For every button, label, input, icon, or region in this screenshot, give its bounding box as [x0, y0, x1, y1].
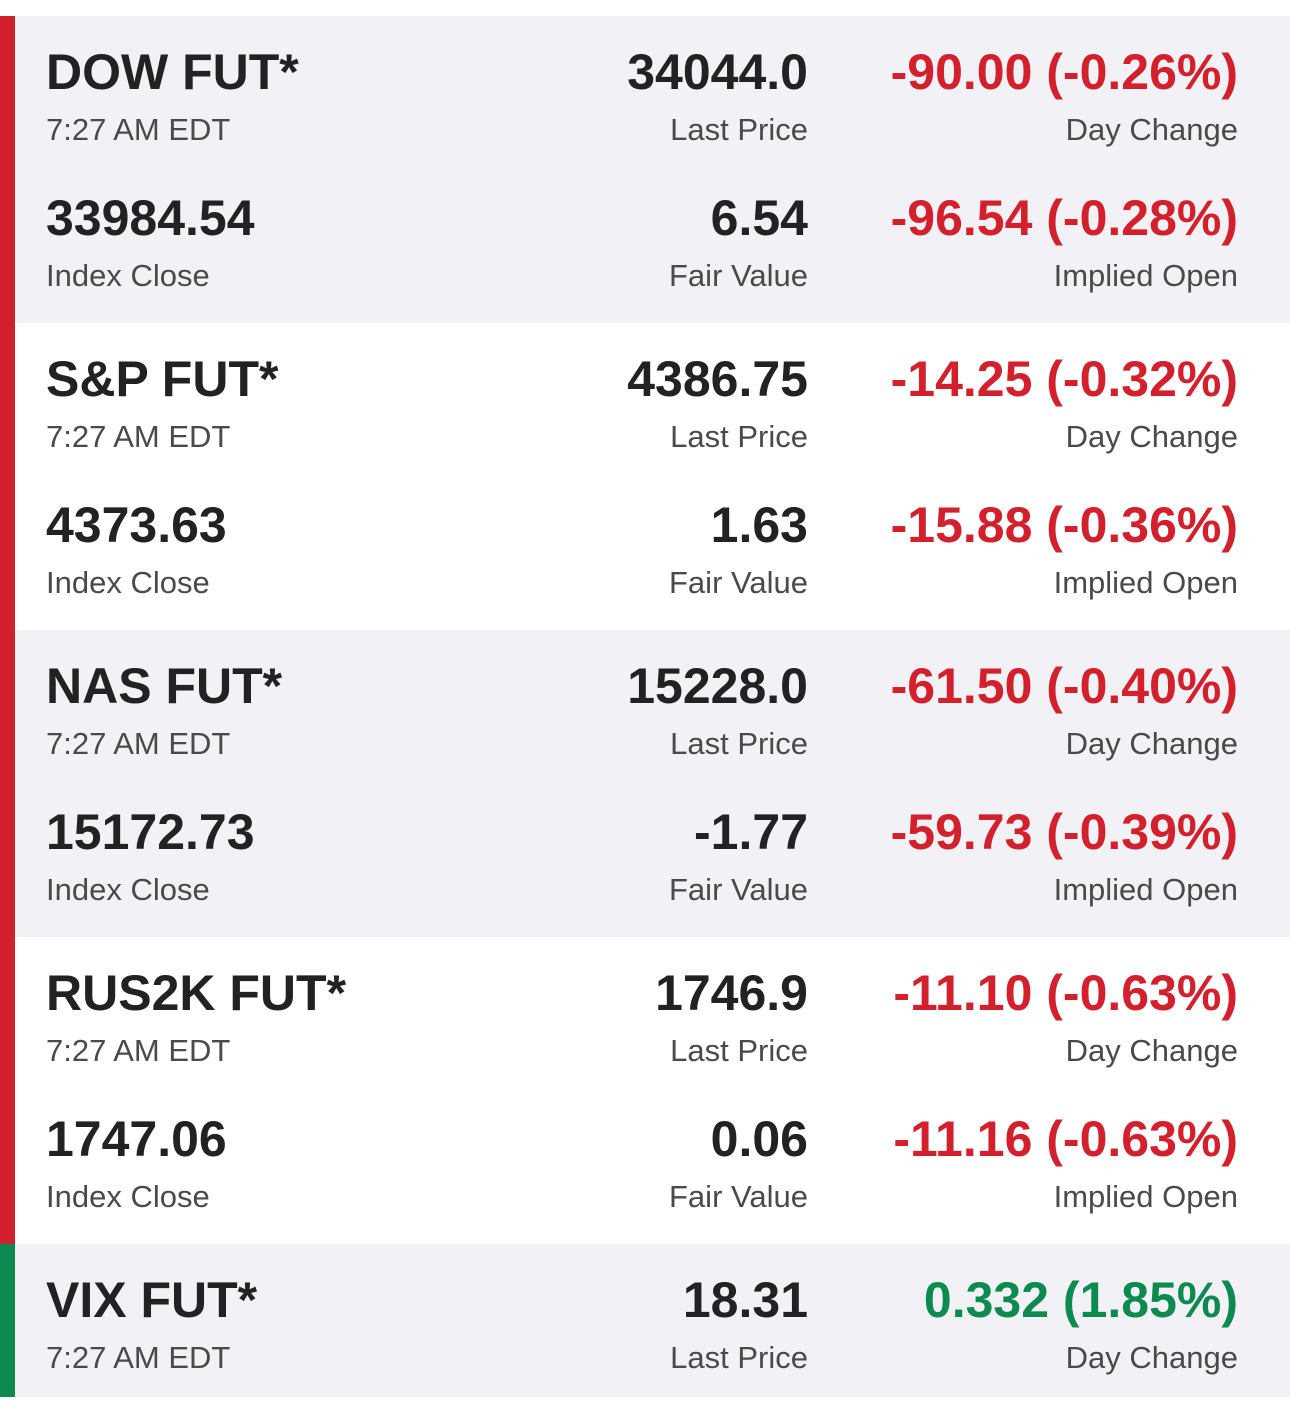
fair-value-value: 6.54	[710, 190, 808, 246]
index-close-label: Index Close	[46, 258, 210, 293]
index-close-label: Index Close	[46, 1179, 210, 1214]
trend-indicator-bar	[0, 630, 15, 937]
last-price-value: 1746.9	[655, 965, 808, 1021]
futures-list: DOW FUT* 7:27 AM EDT 34044.0 Last Price …	[0, 16, 1290, 1397]
implied-open-label: Implied Open	[1053, 565, 1238, 600]
futures-name: NAS FUT*	[46, 658, 283, 714]
index-close-value: 4373.63	[46, 497, 227, 553]
futures-name: S&P FUT*	[46, 351, 279, 407]
index-close-label: Index Close	[46, 565, 210, 600]
quote-line-primary: RUS2K FUT* 7:27 AM EDT 1746.9 Last Price…	[46, 937, 1238, 1083]
quote-line-primary: NAS FUT* 7:27 AM EDT 15228.0 Last Price …	[46, 630, 1238, 776]
index-close-label: Index Close	[46, 872, 210, 907]
futures-card-dow[interactable]: DOW FUT* 7:27 AM EDT 34044.0 Last Price …	[0, 16, 1290, 323]
day-change-label: Day Change	[1065, 1033, 1238, 1068]
last-price-label: Last Price	[670, 1033, 808, 1068]
day-change-value: -14.25 (-0.32%)	[890, 351, 1238, 407]
implied-open-value: -11.16 (-0.63%)	[893, 1111, 1238, 1167]
quote-time: 7:27 AM EDT	[46, 726, 231, 761]
quote-time: 7:27 AM EDT	[46, 419, 231, 454]
implied-open-value: -15.88 (-0.36%)	[890, 497, 1238, 553]
fair-value-value: 1.63	[710, 497, 808, 553]
fair-value-label: Fair Value	[669, 872, 808, 907]
quote-time: 7:27 AM EDT	[46, 1033, 231, 1068]
futures-name: RUS2K FUT*	[46, 965, 347, 1021]
quote-time: 7:27 AM EDT	[46, 1340, 231, 1375]
day-change-label: Day Change	[1065, 726, 1238, 761]
day-change-label: Day Change	[1065, 1340, 1238, 1375]
quote-line-secondary: 1747.06 Index Close 0.06 Fair Value -11.…	[46, 1083, 1238, 1229]
index-close-value: 1747.06	[46, 1111, 227, 1167]
quote-line-secondary: 33984.54 Index Close 6.54 Fair Value -96…	[46, 162, 1238, 308]
futures-card-vix[interactable]: VIX FUT* 7:27 AM EDT 18.31 Last Price 0.…	[0, 1244, 1290, 1397]
implied-open-label: Implied Open	[1053, 1179, 1238, 1214]
last-price-label: Last Price	[670, 419, 808, 454]
futures-card-sp[interactable]: S&P FUT* 7:27 AM EDT 4386.75 Last Price …	[0, 323, 1290, 630]
futures-card-nas[interactable]: NAS FUT* 7:27 AM EDT 15228.0 Last Price …	[0, 630, 1290, 937]
last-price-label: Last Price	[670, 112, 808, 147]
fair-value-label: Fair Value	[669, 258, 808, 293]
fair-value-value: 0.06	[710, 1111, 808, 1167]
quote-line-secondary: 4373.63 Index Close 1.63 Fair Value -15.…	[46, 469, 1238, 615]
last-price-value: 15228.0	[627, 658, 808, 714]
quote-time: 7:27 AM EDT	[46, 112, 231, 147]
trend-indicator-bar	[0, 937, 15, 1244]
day-change-label: Day Change	[1065, 419, 1238, 454]
day-change-value: -11.10 (-0.63%)	[893, 965, 1238, 1021]
trend-indicator-bar	[0, 1244, 15, 1397]
day-change-value: 0.332 (1.85%)	[923, 1272, 1238, 1328]
index-close-value: 33984.54	[46, 190, 255, 246]
last-price-label: Last Price	[670, 726, 808, 761]
last-price-value: 34044.0	[627, 44, 808, 100]
implied-open-value: -59.73 (-0.39%)	[890, 804, 1238, 860]
day-change-value: -90.00 (-0.26%)	[890, 44, 1238, 100]
quote-line-primary: S&P FUT* 7:27 AM EDT 4386.75 Last Price …	[46, 323, 1238, 469]
fair-value-value: -1.77	[694, 804, 808, 860]
implied-open-label: Implied Open	[1053, 258, 1238, 293]
quote-line-primary: VIX FUT* 7:27 AM EDT 18.31 Last Price 0.…	[46, 1244, 1238, 1390]
quote-line-secondary: 15172.73 Index Close -1.77 Fair Value -5…	[46, 776, 1238, 922]
trend-indicator-bar	[0, 16, 15, 323]
trend-indicator-bar	[0, 323, 15, 630]
last-price-value: 18.31	[682, 1272, 808, 1328]
futures-card-rus2k[interactable]: RUS2K FUT* 7:27 AM EDT 1746.9 Last Price…	[0, 937, 1290, 1244]
quote-line-primary: DOW FUT* 7:27 AM EDT 34044.0 Last Price …	[46, 16, 1238, 162]
day-change-label: Day Change	[1065, 112, 1238, 147]
last-price-label: Last Price	[670, 1340, 808, 1375]
implied-open-value: -96.54 (-0.28%)	[890, 190, 1238, 246]
futures-name: VIX FUT*	[46, 1272, 258, 1328]
last-price-value: 4386.75	[627, 351, 808, 407]
futures-name: DOW FUT*	[46, 44, 299, 100]
fair-value-label: Fair Value	[669, 565, 808, 600]
fair-value-label: Fair Value	[669, 1179, 808, 1214]
implied-open-label: Implied Open	[1053, 872, 1238, 907]
index-close-value: 15172.73	[46, 804, 255, 860]
day-change-value: -61.50 (-0.40%)	[890, 658, 1238, 714]
